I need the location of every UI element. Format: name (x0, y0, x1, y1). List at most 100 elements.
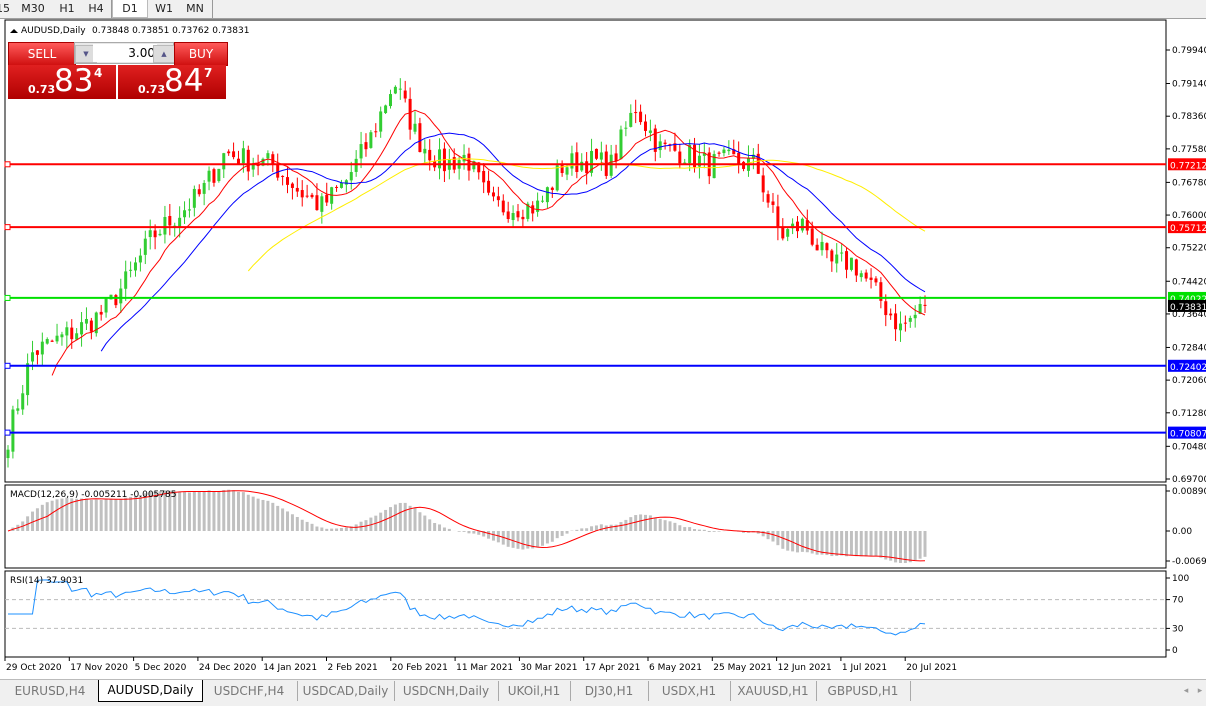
buy-price-button[interactable]: 0.73 84 7 (118, 65, 226, 99)
lot-size-input[interactable] (93, 44, 157, 62)
macd-histogram-bar (556, 531, 559, 538)
candle-body (335, 187, 338, 188)
macd-histogram-bar (879, 531, 882, 558)
macd-histogram-bar (855, 531, 858, 556)
candle-body (46, 339, 49, 344)
sell-price-prefix: 0.73 (28, 83, 55, 96)
symbol-tab-xauusd-h1[interactable]: XAUUSD,H1 (730, 681, 817, 701)
candle-body (521, 217, 524, 219)
price-tick-label: 0.74420 (1172, 277, 1206, 287)
date-tick-label: 5 Dec 2020 (135, 663, 187, 673)
date-tick-label: 17 Nov 2020 (70, 663, 128, 673)
symbol-tab-gbpusd-h1[interactable]: GBPUSD,H1 (816, 681, 911, 701)
macd-histogram-bar (404, 503, 407, 531)
symbol-tab-eurusd-h4[interactable]: EURUSD,H4 (2, 681, 99, 701)
macd-histogram-bar (193, 491, 196, 531)
candle-body (183, 210, 186, 217)
scroll-right-icon[interactable]: ▸ (1194, 681, 1206, 701)
macd-histogram-bar (286, 511, 289, 531)
rsi-line (8, 580, 925, 635)
candle-body (56, 336, 59, 342)
macd-histogram-bar (924, 531, 927, 557)
macd-histogram-bar (536, 531, 539, 547)
symbol-tab-dj30-h1[interactable]: DJ30,H1 (570, 681, 649, 701)
candle-body (296, 188, 299, 192)
macd-histogram-bar (325, 529, 328, 531)
macd-histogram-bar (472, 531, 475, 534)
symbol-tab-usdcnh-daily[interactable]: USDCNH,Daily (394, 681, 499, 701)
macd-histogram-bar (718, 531, 721, 532)
macd-histogram-bar (884, 531, 887, 559)
macd-histogram-bar (119, 499, 122, 531)
macd-histogram-bar (188, 492, 191, 531)
candle-body (105, 299, 108, 313)
candle-body (639, 112, 642, 122)
candle-body (816, 245, 819, 251)
candle-body (428, 150, 431, 160)
macd-histogram-bar (698, 530, 701, 531)
chart-symbol-label: AUDUSD,Daily (21, 26, 86, 36)
candle-body (350, 172, 353, 180)
macd-histogram-bar (60, 499, 63, 531)
candle-body (771, 201, 774, 204)
candle-body (163, 217, 166, 235)
macd-histogram-bar (546, 531, 549, 543)
candle-body (580, 162, 583, 171)
increase-lot-button[interactable]: ▲ (153, 45, 175, 63)
candle-body (168, 216, 171, 225)
macd-histogram-bar (212, 491, 215, 531)
candle-body (65, 327, 68, 335)
symbol-tab-usdcad-daily[interactable]: USDCAD,Daily (297, 681, 395, 701)
candle-body (355, 159, 358, 172)
symbol-tab-usdx-h1[interactable]: USDX,H1 (648, 681, 731, 701)
date-tick-label: 12 Jun 2021 (778, 663, 832, 673)
macd-histogram-bar (678, 525, 681, 531)
macd-histogram-bar (394, 505, 397, 531)
candle-body (767, 194, 770, 202)
candle-body (21, 393, 24, 409)
candle-body (718, 153, 721, 154)
macd-histogram-bar (561, 531, 564, 536)
macd-histogram-bar (909, 531, 912, 562)
candle-body (575, 152, 578, 172)
macd-histogram-bar (85, 498, 88, 531)
rsi-label: RSI(14) 37.9031 (10, 576, 83, 586)
candle-body (644, 122, 647, 131)
macd-histogram-bar (448, 529, 451, 531)
price-tick-label: 0.69700 (1172, 475, 1206, 485)
candle-body (821, 242, 824, 250)
candle-body (762, 175, 765, 192)
candle-body (914, 315, 917, 318)
candle-body (497, 196, 500, 200)
candle-body (242, 148, 245, 163)
candle-body (865, 273, 868, 279)
macd-histogram-bar (438, 524, 441, 531)
macd-histogram-bar (75, 499, 78, 531)
candle-body (619, 129, 622, 159)
candle-body (556, 165, 559, 190)
candle-body (595, 149, 598, 159)
macd-histogram-bar (217, 491, 220, 531)
scroll-left-icon[interactable]: ◂ (1180, 681, 1192, 701)
lot-size-stepper[interactable]: ▼ ▲ (74, 42, 174, 64)
candle-body (860, 273, 863, 277)
symbol-tab-audusd-daily[interactable]: AUDUSD,Daily (98, 680, 203, 702)
macd-histogram-bar (708, 531, 711, 532)
symbol-tab-ukoil-h1[interactable]: UKOil,H1 (498, 681, 571, 701)
candle-body (203, 183, 206, 194)
candle-body (659, 141, 662, 150)
macd-histogram-bar (183, 492, 186, 531)
macd-histogram-bar (320, 528, 323, 531)
level-anchor-handle (5, 363, 10, 368)
candle-body (855, 259, 858, 275)
sell-price-button[interactable]: 0.73 83 4 (8, 65, 116, 99)
candle-body (100, 312, 103, 315)
level-anchor-handle (5, 162, 10, 167)
symbol-tab-usdchf-h4[interactable]: USDCHF,H4 (201, 681, 298, 701)
macd-histogram-bar (443, 527, 446, 531)
candle-body (384, 105, 387, 113)
price-tick-label: 0.76780 (1172, 178, 1206, 188)
candle-body (301, 190, 304, 197)
macd-histogram-bar (889, 531, 892, 561)
